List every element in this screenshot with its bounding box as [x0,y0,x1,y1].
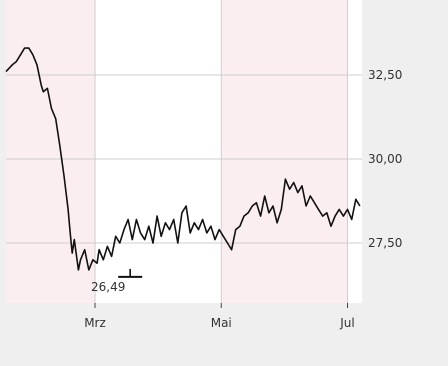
shade-band [221,0,348,303]
y-tick-label: 32,50 [368,68,402,82]
y-tick-label: 27,50 [368,236,402,250]
x-tick-label: Mai [211,316,232,330]
series-layer [5,47,361,271]
x-tick-label: Jul [339,316,354,330]
y-tick-label: 30,00 [368,152,402,166]
series-line [5,47,361,271]
shaded-bands [6,0,348,303]
gridlines [6,0,362,303]
shade-band [6,0,95,303]
low-label: 26,49 [91,280,125,294]
x-tick-label: Mrz [84,316,106,330]
annotations: 26,49 [91,268,143,294]
